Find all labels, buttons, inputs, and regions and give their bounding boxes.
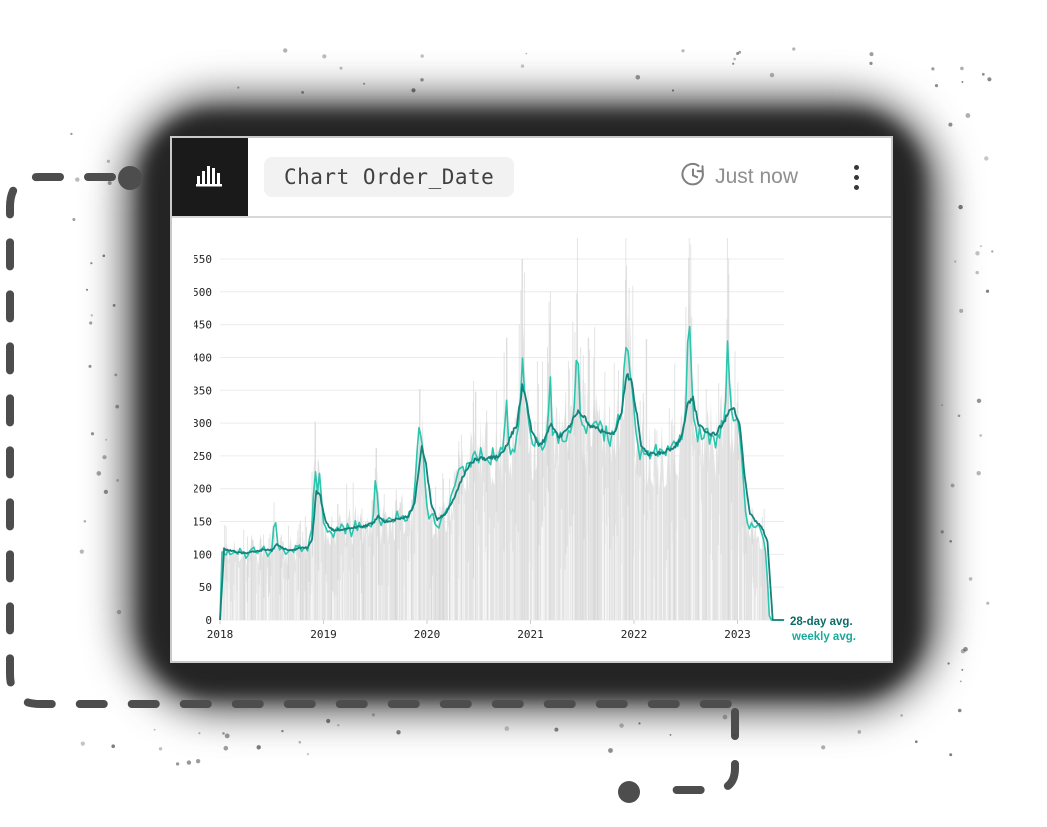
y-axis-tick-label: 300 [194,417,212,430]
refresh-status[interactable]: Just now [680,162,798,193]
dashed-branch-path [652,708,739,794]
chart-title[interactable]: Chart Order_Date [264,157,515,197]
y-axis-tick-label: 350 [194,384,212,397]
bar-chart-icon [195,162,225,193]
x-axis-tick-label: 2018 [207,628,234,641]
x-axis-tick-label: 2023 [724,628,751,641]
y-axis-tick-label: 400 [194,351,212,364]
history-clock-icon [680,162,706,193]
y-axis-tick-label: 450 [194,319,212,332]
average-line-series [219,325,785,621]
legend-28day-label: 28-day avg. [790,616,853,628]
x-axis-tick-label: 2022 [621,628,648,641]
order-date-chart: 0 50 100 150 200 250 300 350 400 450 500 550 2018 201… [192,143,874,650]
chart-card: Chart Order_Date Just now 0 [170,136,893,663]
decor-dot-bottom [618,781,640,803]
header-actions: Just now [680,161,865,194]
dashed-rect-path [6,173,739,708]
x-axis-tick-label: 2021 [517,628,544,641]
y-axis-tick-label: 200 [194,483,212,496]
decor-dot-top-left [118,166,142,190]
daily-area-series [220,143,784,620]
shadow-spray-dots [70,47,994,766]
y-axis-tick-label: 50 [199,581,212,594]
card-header: Chart Order_Date Just now [172,138,891,218]
y-axis-tick-label: 500 [194,286,212,299]
y-axis-tick-label: 100 [194,548,212,561]
chart-type-tile[interactable] [172,138,248,216]
y-axis-tick-label: 0 [205,614,212,627]
x-axis-tick-label: 2020 [414,628,441,641]
axis-tick-labels: 0 50 100 150 200 250 300 350 400 450 500 550 2018 201… [192,253,751,641]
y-axis-tick-label: 150 [194,516,212,529]
kebab-menu-icon[interactable] [848,161,865,194]
y-axis-tick-label: 550 [194,253,212,266]
y-axis-tick-label: 250 [194,450,212,463]
x-axis-tick-label: 2019 [310,628,337,641]
legend-weekly-label: weekly avg. [791,631,856,643]
refresh-label: Just now [715,165,798,188]
